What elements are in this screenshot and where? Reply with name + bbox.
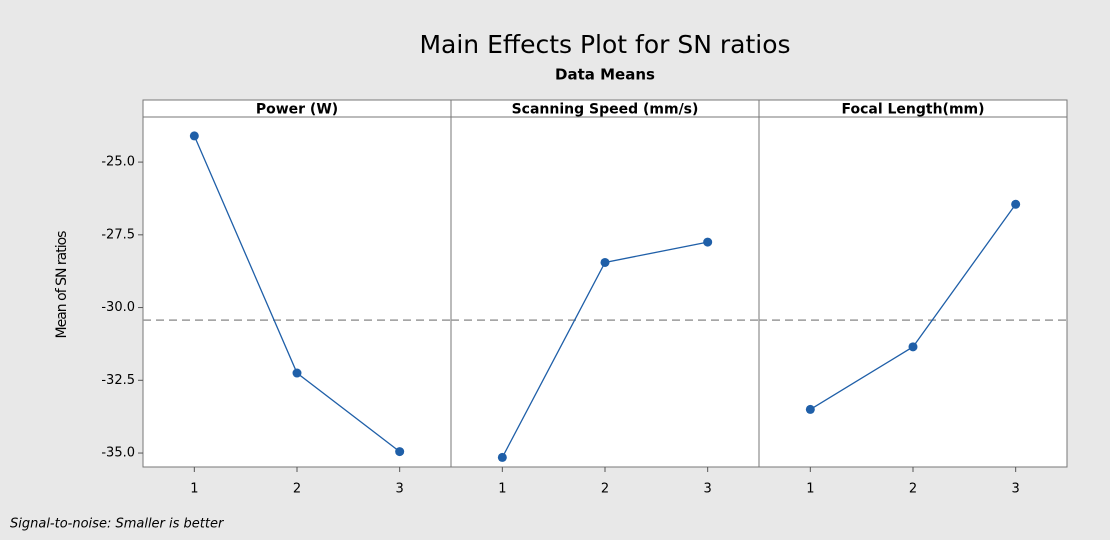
- plot-area: [142, 99, 1068, 468]
- x-tick-label: 2: [601, 482, 609, 497]
- chart-title: Main Effects Plot for SN ratios: [419, 30, 790, 59]
- point: [600, 257, 610, 267]
- y-tick-label: -27.5: [101, 227, 135, 242]
- chart-subtitle: Data Means: [555, 66, 655, 84]
- x-tick-label: 1: [806, 482, 814, 497]
- panel-title: Focal Length(mm): [841, 102, 984, 118]
- y-tick-label: -32.5: [101, 373, 135, 388]
- panel-title: Scanning Speed (mm/s): [512, 102, 699, 118]
- x-tick-label: 3: [1012, 482, 1020, 497]
- y-tick-label: -35.0: [101, 446, 135, 461]
- point: [805, 404, 815, 414]
- point: [395, 447, 405, 457]
- y-tick-label: -30.0: [101, 300, 135, 315]
- x-tick-label: 3: [396, 482, 404, 497]
- point: [1011, 199, 1021, 209]
- point: [292, 368, 302, 378]
- point: [703, 237, 713, 247]
- x-tick-label: 2: [293, 482, 301, 497]
- x-tick-label: 1: [190, 482, 198, 497]
- y-axis-label: Mean of SN ratios: [54, 231, 70, 339]
- x-tick-label: 3: [704, 482, 712, 497]
- footnote: Signal-to-noise: Smaller is better: [10, 517, 225, 532]
- panel-title: Power (W): [256, 102, 338, 118]
- x-tick-label: 2: [909, 482, 917, 497]
- point: [497, 452, 507, 462]
- point: [908, 342, 918, 352]
- y-tick-label: -25.0: [101, 155, 135, 170]
- point: [189, 131, 199, 141]
- x-tick-label: 1: [498, 482, 506, 497]
